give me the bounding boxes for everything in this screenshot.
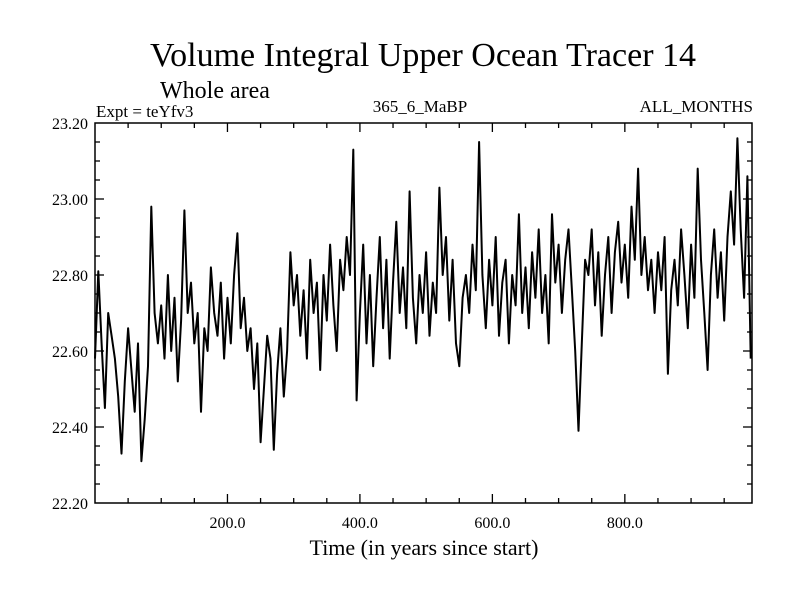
y-tick-label: 22.20: [52, 496, 88, 513]
x-tick-label: 800.0: [607, 515, 643, 532]
axis-ticks: [95, 123, 752, 503]
period-label: 365_6_MaBP: [373, 97, 467, 116]
x-tick-label: 400.0: [342, 515, 378, 532]
y-tick-label: 23.00: [52, 192, 88, 209]
y-tick-label: 22.40: [52, 420, 88, 437]
x-tick-label: 600.0: [474, 515, 510, 532]
months-label: ALL_MONTHS: [640, 97, 753, 116]
chart-title: Volume Integral Upper Ocean Tracer 14: [150, 37, 696, 74]
x-tick-label: 200.0: [209, 515, 245, 532]
series-line: [94, 137, 752, 463]
y-tick-label: 23.20: [52, 116, 88, 133]
chart-subtitle: Whole area: [160, 78, 270, 104]
plot-frame: [94, 122, 753, 504]
axis-tick-labels: 200.0 400.0 600.0 800.0 22.20 22.40 22.60 22.80…: [52, 116, 643, 532]
x-axis-label: Time (in years since start): [310, 535, 539, 560]
experiment-label: Expt = teYfv3: [96, 102, 193, 121]
y-tick-label: 22.60: [52, 344, 88, 361]
y-tick-label: 22.80: [52, 268, 88, 285]
